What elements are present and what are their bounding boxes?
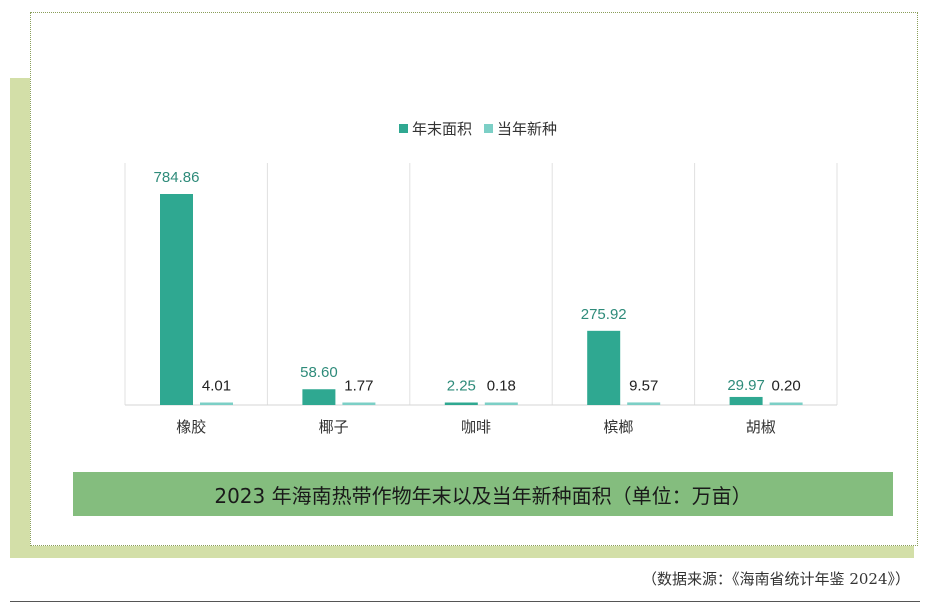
x-tick-label: 胡椒: [746, 418, 776, 436]
x-tick-label: 橡胶: [176, 418, 206, 436]
bar-year-end-area-2: [444, 402, 478, 405]
bar-year-end-area-0: [160, 194, 193, 405]
data-label: 275.92: [581, 306, 627, 323]
bar-new-planting-1: [342, 402, 376, 405]
bottom-rule: [10, 601, 920, 602]
category-dividers: [124, 163, 838, 406]
data-labels-group: 784.86 4.01 58.60 1.77 2.25 0.18 275.92 9.57 29.…: [154, 169, 801, 395]
data-label: 784.86: [154, 169, 200, 186]
bar-year-end-area-4: [729, 396, 763, 405]
data-label: 4.01: [202, 378, 231, 395]
data-label: 29.97: [727, 377, 765, 394]
x-tick-label: 槟榔: [603, 418, 633, 436]
chart-title: 2023 年海南热带作物年末以及当年新种面积（单位：万亩）: [73, 472, 893, 516]
data-label: 0.18: [487, 378, 516, 395]
bar-year-end-area-1: [302, 389, 336, 405]
bar-new-planting-0: [200, 402, 233, 405]
x-tick-label: 咖啡: [461, 418, 491, 436]
data-source-note: （数据来源：《海南省统计年鉴 2024》）: [642, 570, 910, 588]
bars-group: [160, 194, 803, 405]
bar-new-planting-3: [627, 402, 661, 405]
data-label: 9.57: [629, 377, 658, 394]
legend-label: 当年新种: [497, 120, 557, 138]
data-label: 0.20: [771, 378, 800, 395]
legend-swatch: [399, 124, 408, 133]
legend-swatch: [484, 124, 493, 133]
data-label: 2.25: [447, 378, 476, 395]
bar-new-planting-4: [769, 402, 803, 405]
chart-legend: 年末面积 当年新种: [399, 120, 557, 138]
bar-new-planting-2: [484, 402, 518, 405]
legend-label: 年末面积: [412, 120, 472, 138]
x-tick-label: 椰子: [319, 418, 349, 436]
data-label: 58.60: [300, 364, 338, 381]
data-label: 1.77: [344, 378, 373, 395]
x-tick-labels: 橡胶 椰子 咖啡 槟榔 胡椒: [176, 418, 776, 436]
bar-year-end-area-3: [587, 330, 621, 405]
